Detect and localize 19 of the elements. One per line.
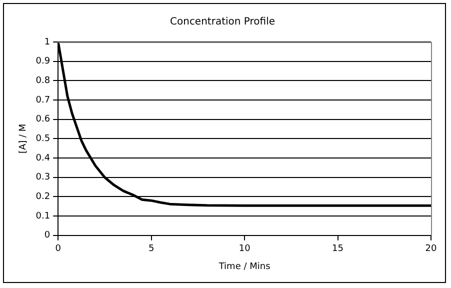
chart-title: Concentration Profile: [170, 16, 276, 28]
y-tick-label: 0.7: [36, 95, 50, 106]
x-tick-label: 5: [148, 244, 154, 254]
x-tick-label: 0: [55, 244, 62, 254]
y-tick-label: 0.2: [36, 192, 50, 202]
y-tick-label: 0.6: [36, 114, 50, 125]
x-tick-label: 20: [425, 244, 437, 254]
x-axis-title: Time / Mins: [218, 262, 271, 272]
y-tick-label: 0.4: [36, 153, 50, 164]
y-tick-label: 0.3: [36, 172, 50, 183]
y-tick-label: 0.1: [36, 211, 50, 222]
x-tick-label: 10: [238, 244, 251, 254]
y-axis-title: [A] / M: [18, 124, 29, 154]
y-tick-label: 0.8: [36, 76, 50, 86]
y-tick-label: 0.9: [36, 56, 50, 67]
y-tick-label: 1: [44, 37, 50, 48]
x-tick-label: 15: [332, 244, 344, 254]
y-tick-label: 0.5: [36, 134, 50, 144]
y-tick-label: 0: [44, 230, 50, 241]
